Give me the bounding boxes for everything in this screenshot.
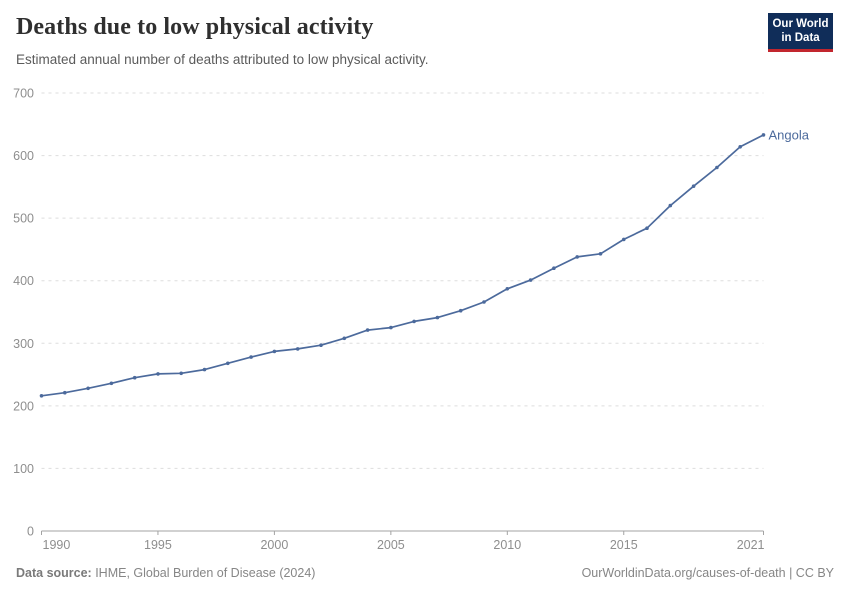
data-point[interactable]: [622, 237, 626, 242]
owid-logo[interactable]: Our World in Data: [768, 13, 833, 52]
data-point[interactable]: [342, 336, 347, 341]
data-point[interactable]: [668, 203, 673, 208]
data-point[interactable]: [645, 226, 649, 230]
owid-logo-line2: in Data: [781, 32, 820, 44]
y-axis-tick-label: 300: [13, 337, 34, 351]
data-point[interactable]: [132, 375, 137, 380]
data-point[interactable]: [39, 394, 44, 398]
data-point[interactable]: [226, 361, 230, 366]
chart-subtitle: Estimated annual number of deaths attrib…: [16, 52, 429, 67]
data-point[interactable]: [249, 355, 253, 359]
data-point[interactable]: [435, 315, 440, 320]
data-point[interactable]: [412, 319, 416, 324]
series-label-angola[interactable]: Angola: [769, 127, 810, 142]
data-point[interactable]: [365, 328, 370, 332]
data-point[interactable]: [109, 381, 114, 386]
x-axis-tick-label: 2015: [610, 538, 638, 552]
data-point[interactable]: [458, 308, 463, 313]
y-axis-tick-label: 400: [13, 274, 34, 288]
chart-plot-area[interactable]: 0 100 200 300 400 500 600 700 1990 1995 2000 2005 20…: [0, 80, 850, 558]
owid-logo-line1: Our World: [772, 18, 829, 30]
x-axis-tick-label: 1990: [43, 538, 71, 552]
data-point[interactable]: [761, 133, 766, 137]
footer: Data source: IHME, Global Burden of Dise…: [16, 566, 834, 580]
data-point[interactable]: [552, 266, 556, 270]
data-point[interactable]: [691, 184, 696, 188]
x-axis-tick-label: 2005: [377, 538, 405, 552]
data-point[interactable]: [86, 386, 90, 391]
page-title: Deaths due to low physical activity: [16, 14, 374, 40]
x-axis-tick-label: 2021: [737, 538, 765, 552]
y-axis-tick-label: 100: [13, 462, 34, 476]
data-point[interactable]: [598, 252, 603, 256]
data-point[interactable]: [505, 287, 510, 291]
data-point[interactable]: [295, 347, 300, 351]
y-axis-tick-label: 0: [27, 525, 34, 539]
data-point[interactable]: [202, 367, 207, 372]
y-axis-tick-label: 700: [13, 87, 34, 101]
data-point[interactable]: [528, 278, 533, 282]
data-point[interactable]: [272, 349, 277, 354]
x-axis-tick-label: 1995: [144, 538, 172, 552]
data-point[interactable]: [179, 371, 183, 376]
data-point[interactable]: [319, 343, 323, 348]
y-axis-tick-label: 200: [13, 399, 34, 413]
data-source-text: IHME, Global Burden of Disease (2024): [91, 566, 316, 580]
y-axis-tick-label: 600: [13, 149, 34, 163]
data-point[interactable]: [575, 255, 579, 259]
data-source-note: Data source: IHME, Global Burden of Dise…: [16, 566, 315, 580]
y-axis-tick-label: 500: [13, 212, 34, 226]
series-line-angola[interactable]: [40, 134, 765, 397]
x-axis-tick-label: 2000: [260, 538, 288, 552]
data-point[interactable]: [389, 325, 393, 330]
data-point[interactable]: [63, 390, 67, 395]
data-source-label: Data source:: [16, 566, 92, 580]
data-point[interactable]: [482, 300, 486, 304]
data-point[interactable]: [156, 372, 160, 376]
x-axis-tick-label: 2010: [493, 538, 521, 552]
data-point[interactable]: [738, 145, 742, 149]
footer-link[interactable]: OurWorldinData.org/causes-of-death | CC …: [581, 566, 834, 580]
data-point[interactable]: [715, 165, 719, 170]
